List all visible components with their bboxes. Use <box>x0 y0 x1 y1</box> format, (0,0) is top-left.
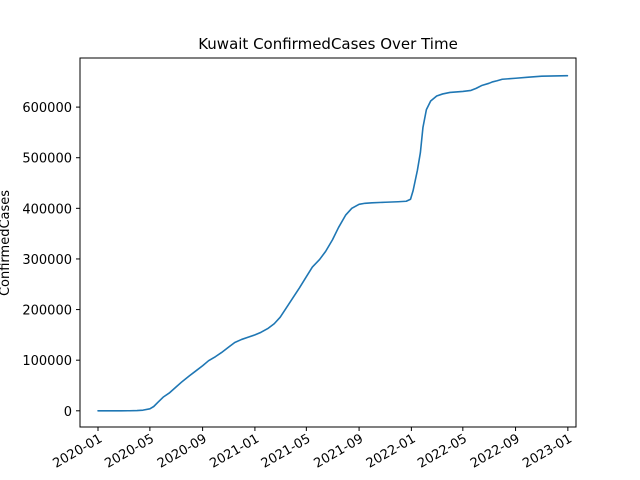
y-tick-label: 0 <box>64 405 72 420</box>
series-line-0 <box>97 74 569 412</box>
y-axis: 0 100000 200000 300000 400000 500000 600000 <box>22 101 80 420</box>
plot-area-frame <box>79 57 577 428</box>
y-tick-label: 400000 <box>22 202 72 217</box>
series-layer <box>97 74 569 412</box>
y-axis-title: ConfirmedCases <box>0 190 13 296</box>
y-tick-label: 600000 <box>22 101 72 116</box>
y-tick-label: 100000 <box>22 354 72 369</box>
y-tick-label: 300000 <box>22 253 72 268</box>
y-tick-label: 500000 <box>22 152 72 167</box>
y-tick-label: 200000 <box>22 304 72 319</box>
chart-title: Kuwait ConfirmedCases Over Time <box>198 35 458 53</box>
